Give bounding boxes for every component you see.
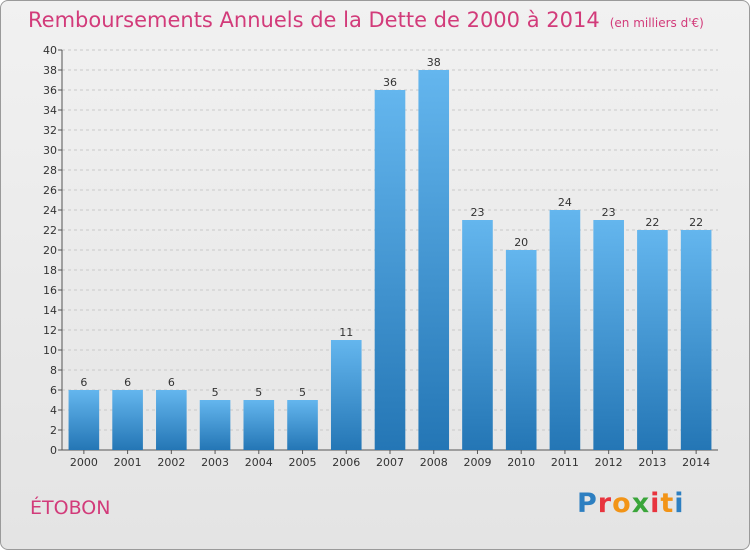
data-label: 38 [427, 56, 441, 69]
y-tick-label: 30 [43, 144, 57, 157]
logo-letter: P [577, 488, 598, 519]
y-tick-label: 2 [50, 424, 57, 437]
data-label: 6 [80, 376, 87, 389]
bar [112, 390, 143, 450]
commune-name: ÉTOBON [30, 497, 111, 519]
bar [330, 340, 362, 450]
y-tick-label: 32 [43, 124, 57, 137]
data-label: 23 [470, 206, 484, 219]
y-tick-label: 18 [43, 264, 57, 277]
x-tick-label: 2000 [70, 456, 98, 469]
data-label: 11 [339, 326, 353, 339]
x-tick-label: 2014 [682, 456, 710, 469]
bar [287, 400, 318, 450]
x-tick-label: 2002 [157, 456, 185, 469]
data-label: 22 [689, 216, 703, 229]
y-tick-label: 4 [50, 404, 57, 417]
bar [505, 250, 537, 450]
data-label: 6 [168, 376, 175, 389]
bar [593, 220, 624, 450]
data-label: 20 [514, 236, 528, 249]
chart-title-block: Remboursements Annuels de la Dette de 20… [28, 8, 704, 32]
bar [462, 220, 493, 450]
x-tick-label: 2013 [638, 456, 666, 469]
y-tick-label: 10 [43, 344, 57, 357]
bar [637, 230, 668, 450]
y-tick-label: 40 [43, 44, 57, 57]
bar [374, 90, 406, 450]
y-tick-label: 24 [43, 204, 57, 217]
chart-subtitle: (en milliers d'€) [609, 16, 704, 30]
x-tick-label: 2007 [376, 456, 404, 469]
data-label: 22 [645, 216, 659, 229]
x-tick-label: 2011 [551, 456, 579, 469]
x-tick-label: 2009 [463, 456, 491, 469]
x-tick-label: 2012 [595, 456, 623, 469]
y-tick-label: 34 [43, 104, 57, 117]
bar [156, 390, 187, 450]
data-label: 36 [383, 76, 397, 89]
bar [418, 70, 450, 450]
y-tick-label: 16 [43, 284, 57, 297]
y-tick-label: 6 [50, 384, 57, 397]
logo-letter: i [650, 488, 661, 519]
bar [199, 400, 231, 450]
y-tick-label: 28 [43, 164, 57, 177]
y-tick-label: 22 [43, 224, 57, 237]
y-tick-label: 8 [50, 364, 57, 377]
bar [680, 230, 712, 450]
x-tick-label: 2006 [332, 456, 360, 469]
data-label: 5 [255, 386, 262, 399]
y-tick-label: 14 [43, 304, 57, 317]
y-tick-label: 38 [43, 64, 57, 77]
proxiti-logo: Proxiti [577, 488, 685, 519]
data-label: 5 [299, 386, 306, 399]
bar [549, 210, 581, 450]
x-tick-label: 2010 [507, 456, 535, 469]
logo-letter: o [612, 488, 632, 519]
logo-letter: i [674, 488, 685, 519]
bar [68, 390, 100, 450]
data-label: 6 [124, 376, 131, 389]
y-tick-label: 12 [43, 324, 57, 337]
x-tick-label: 2008 [420, 456, 448, 469]
x-tick-label: 2004 [245, 456, 273, 469]
data-label: 24 [558, 196, 572, 209]
y-tick-label: 20 [43, 244, 57, 257]
y-tick-label: 26 [43, 184, 57, 197]
data-label: 23 [602, 206, 616, 219]
chart-title: Remboursements Annuels de la Dette de 20… [28, 8, 600, 32]
logo-letter: r [597, 488, 613, 519]
data-label: 5 [212, 386, 219, 399]
x-tick-label: 2005 [289, 456, 317, 469]
logo-letter: t [660, 488, 675, 519]
y-tick-label: 0 [50, 444, 57, 457]
logo-letter: x [631, 488, 651, 519]
y-tick-label: 36 [43, 84, 57, 97]
x-tick-label: 2001 [114, 456, 142, 469]
x-tick-label: 2003 [201, 456, 229, 469]
bar [243, 400, 275, 450]
